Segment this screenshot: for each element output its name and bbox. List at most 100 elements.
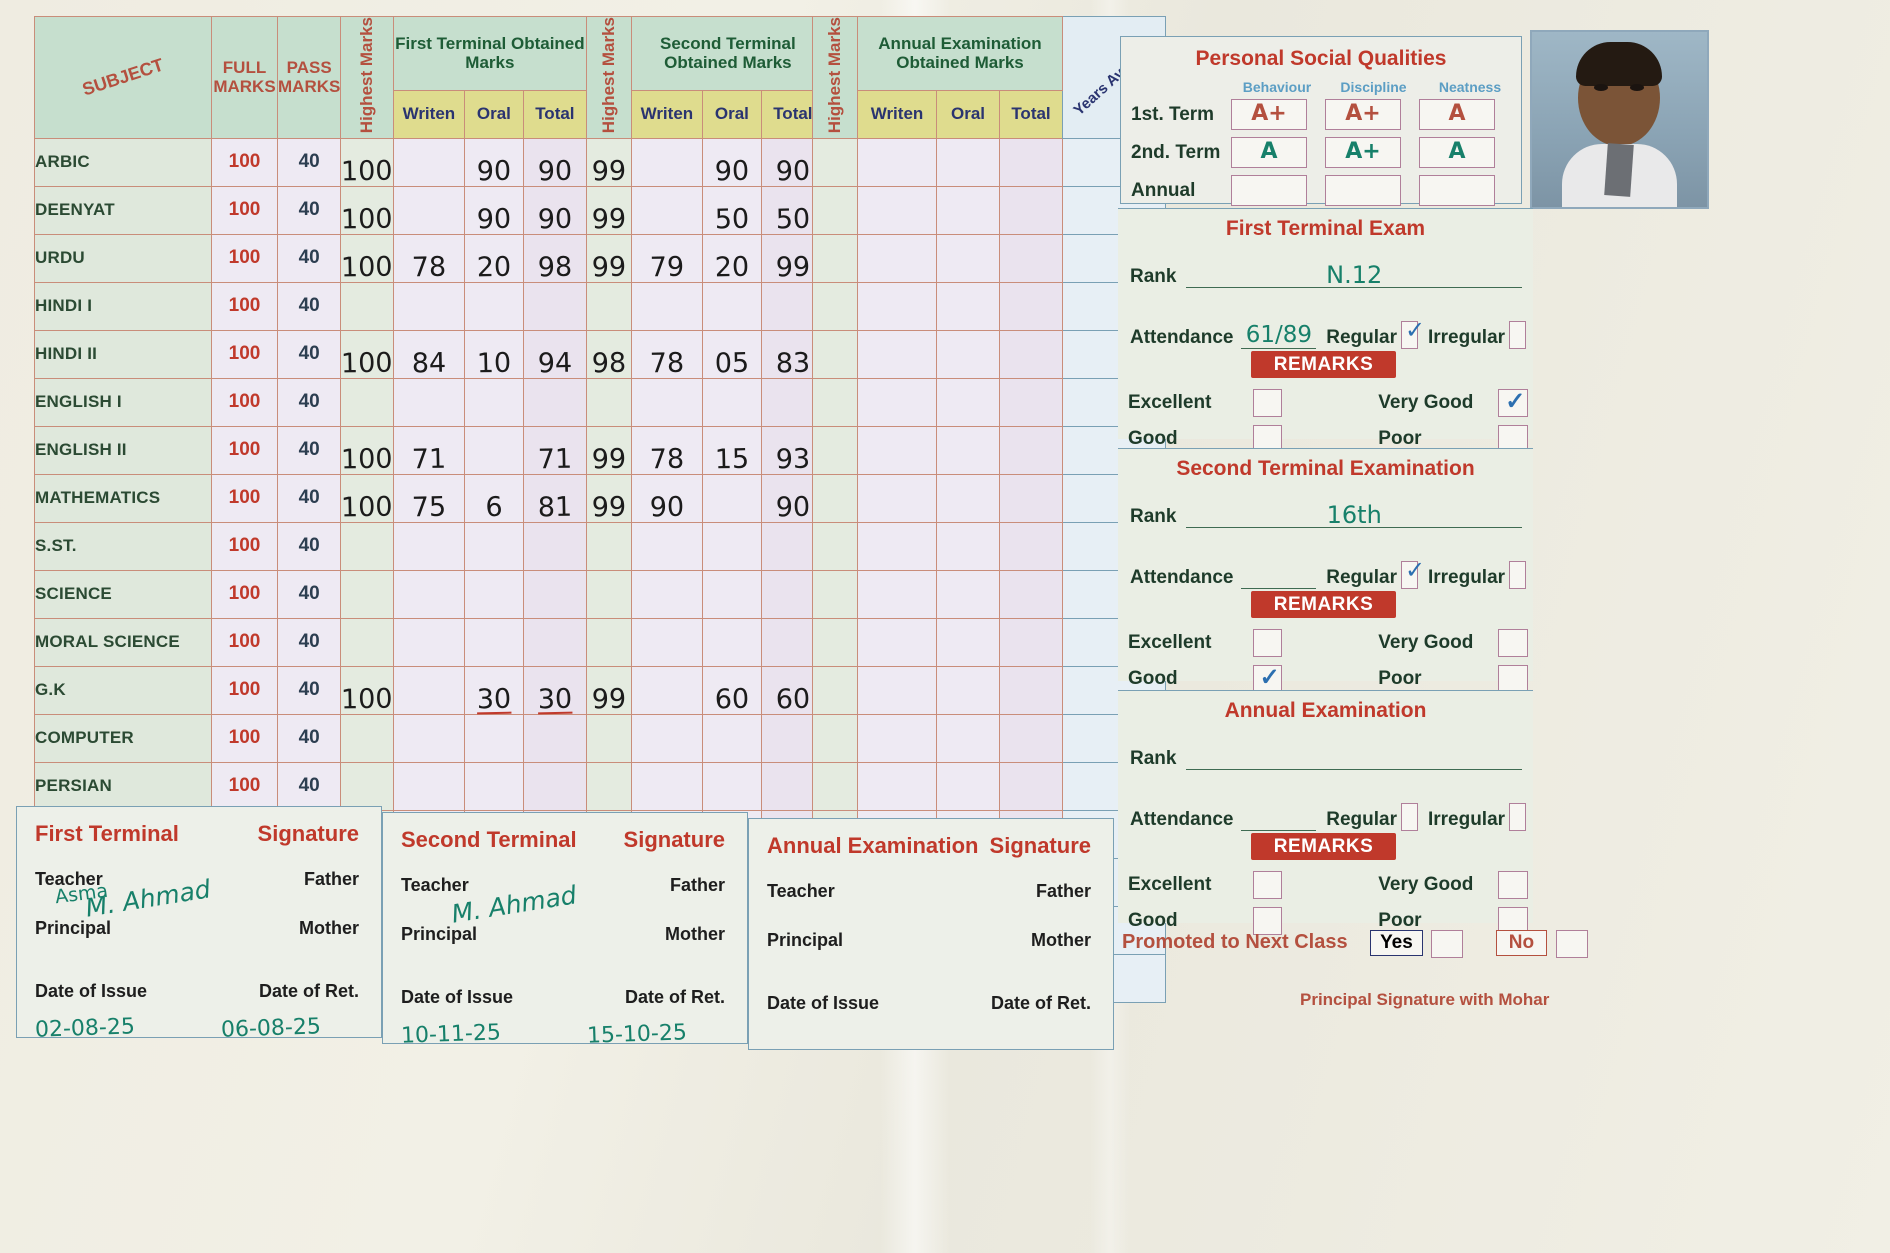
full-marks-cell: 100 — [211, 281, 278, 331]
psq-neatness-box[interactable]: A — [1419, 137, 1495, 168]
pass-marks-cell: 40 — [276, 329, 342, 379]
highest-1-cell — [340, 281, 394, 331]
principal-label: Principal — [35, 918, 112, 938]
option-good-checkbox[interactable] — [1252, 907, 1283, 935]
mother-label: Mother — [665, 924, 725, 944]
regular-checkbox[interactable]: ✓ — [1401, 317, 1425, 349]
written-1-cell — [392, 521, 465, 571]
psq-discipline-box[interactable]: A+ — [1325, 137, 1401, 168]
psq-behaviour-box[interactable]: A — [1231, 137, 1307, 168]
written-1-cell — [392, 185, 465, 235]
annual-table-row — [812, 761, 1167, 811]
option-excellent-checkbox[interactable] — [1252, 871, 1283, 899]
annual-written-cell — [857, 761, 937, 811]
annual-total-cell — [999, 665, 1063, 715]
annual-oral-cell — [936, 377, 1000, 427]
annual-oral-cell — [936, 281, 1000, 331]
table-row: DEENYAT 100 40 100 90 90 99 50 50 — [34, 185, 825, 235]
option-excellent-checkbox[interactable] — [1252, 389, 1283, 417]
annual-table-row — [812, 521, 1167, 571]
annual-table-row — [812, 569, 1167, 619]
annual-total-cell — [999, 185, 1063, 235]
rank-row: Rank N.12 — [1130, 261, 1522, 289]
written-2-cell: 79 — [630, 233, 703, 283]
psq-behaviour-box[interactable] — [1231, 175, 1307, 206]
total-1-cell: 94 — [522, 329, 587, 379]
attendance-value[interactable]: 61/89 — [1241, 322, 1317, 349]
psq-discipline-box[interactable] — [1325, 175, 1401, 206]
marks-table-head: SUBJECT FULL MARKS PASS MARKS Highest Ma… — [34, 16, 825, 139]
psq-row: 2nd. Term A A+ A — [1131, 137, 1516, 168]
oral-1-cell — [463, 521, 524, 571]
subject-cell: PERSIAN — [34, 761, 212, 811]
table-row: MATHEMATICS 100 40 100 75 6 81 99 90 90 — [34, 473, 825, 523]
psq-row: Annual — [1131, 175, 1516, 206]
attendance-row: Attendance Regular Irregular — [1130, 803, 1526, 831]
pass-marks-cell: 40 — [276, 761, 342, 811]
psq-neatness-box[interactable] — [1419, 175, 1495, 206]
date-of-return-value[interactable]: 15-10-25 — [586, 1020, 688, 1049]
oral-1-cell — [463, 281, 524, 331]
regular-checkbox[interactable]: ✓ — [1401, 557, 1425, 589]
annual-total-cell — [999, 233, 1063, 283]
oral-2-cell — [701, 761, 762, 811]
col-highest-marks-1: Highest Marks — [340, 16, 394, 139]
rank-value[interactable]: N.12 — [1186, 261, 1522, 289]
irregular-checkbox[interactable] — [1509, 803, 1526, 831]
oral-2-cell — [701, 281, 762, 331]
date-of-return-label: Date of Ret. — [990, 993, 1091, 1013]
psq-behaviour-box[interactable]: A+ — [1231, 99, 1307, 130]
col-oral-1: Oral — [463, 89, 524, 139]
psq-neatness-box[interactable]: A — [1419, 99, 1495, 130]
highest-1-cell: 100 — [340, 329, 394, 379]
subject-cell: S.ST. — [34, 521, 212, 571]
written-2-cell — [630, 281, 703, 331]
option-very-good-checkbox[interactable] — [1498, 871, 1528, 899]
rank-row: Rank — [1130, 743, 1522, 770]
subject-cell: MATHEMATICS — [34, 473, 212, 523]
annual-total-cell — [999, 521, 1063, 571]
subject-cell: HINDI I — [34, 281, 212, 331]
psq-discipline-box[interactable]: A+ — [1325, 99, 1401, 130]
option-very-good-checkbox[interactable]: ✓ — [1498, 388, 1528, 417]
subject-cell: DEENYAT — [34, 185, 212, 235]
annual-written-cell — [857, 713, 937, 763]
option-excellent-checkbox[interactable] — [1252, 629, 1283, 657]
option-good-checkbox[interactable]: ✓ — [1252, 664, 1283, 693]
date-of-return-value[interactable]: 06-08-25 — [220, 1014, 322, 1043]
col-oral-2: Oral — [701, 89, 762, 139]
attendance-value[interactable] — [1241, 562, 1317, 589]
attendance-value[interactable] — [1241, 804, 1317, 831]
irregular-checkbox[interactable] — [1509, 561, 1526, 589]
promotion-yes-checkbox[interactable] — [1431, 930, 1464, 958]
option-very-good-checkbox[interactable] — [1498, 629, 1528, 657]
oral-2-cell: 15 — [701, 425, 762, 475]
date-of-issue-value[interactable]: 10-11-25 — [400, 1020, 502, 1049]
irregular-checkbox[interactable] — [1509, 321, 1526, 349]
attendance-row: Attendance Regular ✓ Irregular — [1130, 557, 1526, 589]
remarks-options: Excellent Very Good ✓ Good Poor — [1128, 388, 1528, 453]
option-very-good-label: Very Good — [1378, 632, 1474, 653]
full-marks-cell: 100 — [211, 569, 278, 619]
date-of-issue-value[interactable]: 02-08-25 — [34, 1014, 136, 1043]
rank-value[interactable]: 16th — [1186, 501, 1522, 529]
oral-1-cell — [463, 617, 524, 667]
annual-highest-cell — [812, 281, 858, 331]
highest-2-cell — [585, 281, 632, 331]
exam-panel: Annual Examination Rank Attendance Regular I… — [1118, 690, 1533, 935]
written-2-cell — [630, 617, 703, 667]
rank-value[interactable] — [1186, 743, 1522, 770]
option-poor-checkbox[interactable] — [1498, 665, 1528, 693]
regular-checkbox[interactable] — [1401, 803, 1418, 831]
col-highest-marks-2: Highest Marks — [585, 16, 632, 139]
written-2-cell: 78 — [630, 329, 703, 379]
full-marks-cell: 100 — [211, 233, 278, 283]
table-row: COMPUTER 100 40 — [34, 713, 825, 763]
pass-marks-cell: 40 — [276, 233, 342, 283]
oral-1-cell: 90 — [463, 137, 524, 187]
mother-label: Mother — [299, 918, 359, 938]
promotion-no-checkbox[interactable] — [1555, 930, 1588, 958]
written-2-cell — [630, 137, 703, 187]
written-2-cell — [630, 665, 703, 715]
annual-written-cell — [857, 521, 937, 571]
